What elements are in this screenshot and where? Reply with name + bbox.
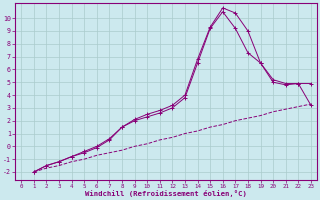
X-axis label: Windchill (Refroidissement éolien,°C): Windchill (Refroidissement éolien,°C): [85, 190, 247, 197]
